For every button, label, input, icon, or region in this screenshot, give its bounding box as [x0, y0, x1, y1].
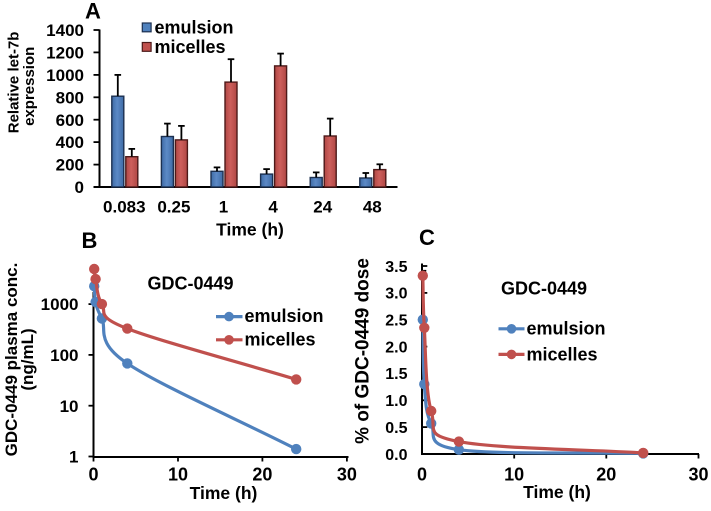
svg-text:Time (h): Time (h) [523, 482, 591, 502]
svg-text:1200: 1200 [46, 44, 84, 63]
svg-text:1000: 1000 [41, 295, 79, 314]
svg-text:GDC-0449: GDC-0449 [501, 279, 587, 299]
svg-text:48: 48 [363, 198, 382, 217]
svg-text:3.0: 3.0 [385, 286, 407, 303]
svg-text:800: 800 [56, 88, 84, 107]
svg-text:Time (h): Time (h) [190, 483, 258, 503]
svg-text:1.5: 1.5 [385, 366, 407, 383]
svg-text:B: B [82, 228, 98, 253]
svg-text:0.083: 0.083 [103, 198, 146, 217]
svg-text:2.5: 2.5 [385, 313, 407, 330]
svg-text:0.5: 0.5 [385, 420, 407, 437]
svg-text:100: 100 [50, 346, 78, 365]
svg-text:1: 1 [219, 198, 228, 217]
svg-text:600: 600 [56, 111, 84, 130]
svg-text:2.0: 2.0 [385, 339, 407, 356]
svg-text:emulsion: emulsion [155, 18, 234, 38]
svg-text:0: 0 [417, 465, 427, 485]
svg-text:30: 30 [688, 465, 708, 485]
svg-text:expression: expression [21, 47, 38, 126]
svg-text:0.25: 0.25 [157, 198, 190, 217]
svg-text:30: 30 [337, 465, 357, 485]
svg-text:GDC-0449 plasma conc.: GDC-0449 plasma conc. [2, 263, 21, 457]
svg-text:0: 0 [75, 178, 84, 197]
svg-text:A: A [85, 0, 101, 24]
svg-text:20: 20 [596, 465, 616, 485]
svg-text:4: 4 [268, 198, 278, 217]
svg-text:micelles: micelles [155, 37, 226, 57]
svg-text:0.0: 0.0 [385, 447, 407, 464]
svg-text:micelles: micelles [527, 345, 598, 365]
svg-text:200: 200 [56, 156, 84, 175]
svg-text:(ng/mL): (ng/mL) [18, 328, 37, 390]
svg-text:10: 10 [168, 465, 188, 485]
svg-text:10: 10 [60, 397, 79, 416]
svg-text:micelles: micelles [245, 329, 316, 349]
svg-text:1000: 1000 [46, 66, 84, 85]
svg-text:emulsion: emulsion [527, 319, 606, 339]
svg-text:400: 400 [56, 133, 84, 152]
svg-text:10: 10 [504, 465, 524, 485]
svg-text:Relative let-7b: Relative let-7b [6, 32, 23, 134]
svg-text:20: 20 [252, 465, 272, 485]
svg-text:0: 0 [88, 465, 98, 485]
svg-text:GDC-0449: GDC-0449 [147, 274, 233, 294]
svg-text:1: 1 [69, 448, 78, 467]
svg-text:C: C [419, 225, 435, 250]
svg-text:3.5: 3.5 [385, 259, 407, 276]
svg-text:emulsion: emulsion [245, 306, 324, 326]
svg-text:24: 24 [313, 198, 332, 217]
svg-text:Time (h): Time (h) [216, 220, 284, 240]
svg-text:1.0: 1.0 [385, 393, 407, 410]
svg-text:1400: 1400 [46, 21, 84, 40]
svg-text:% of GDC-0449 dose: % of GDC-0449 dose [353, 258, 374, 444]
